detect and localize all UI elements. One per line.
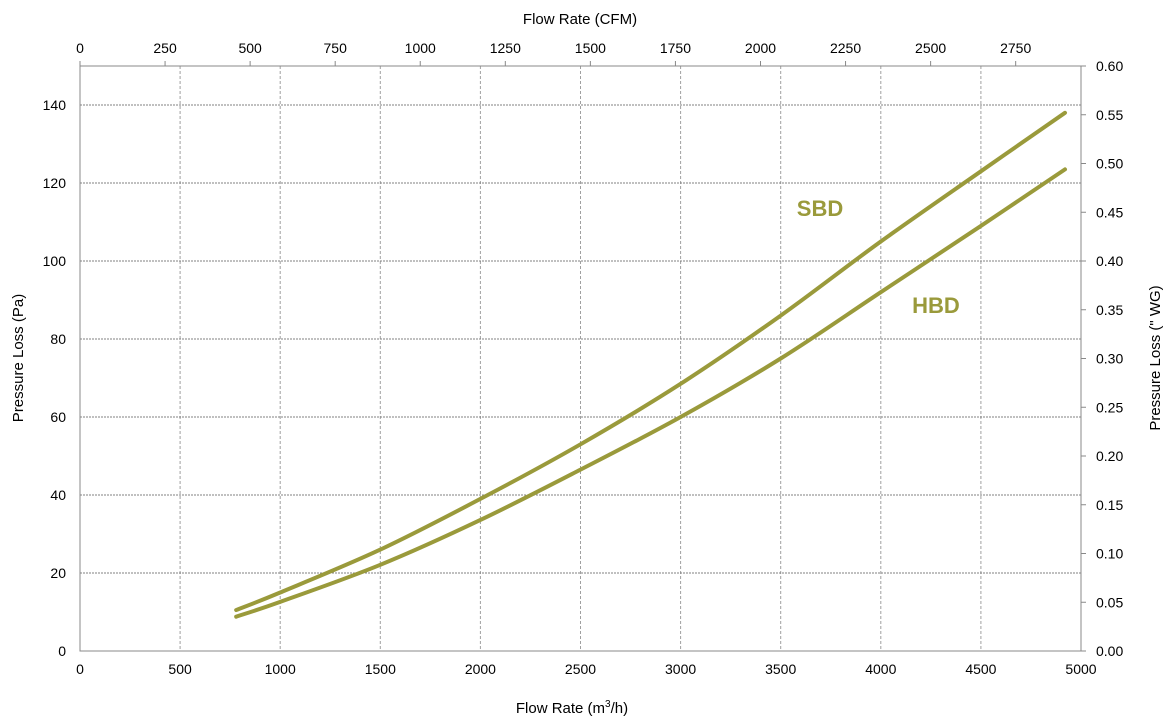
x2-tick-label: 2250 [830,40,861,56]
y2-tick-label: 0.00 [1096,643,1123,659]
x-axis-title-bottom: Flow Rate (m3/h) [516,699,628,717]
series: SBD HBD [234,110,1067,619]
y2-tick-label: 0.10 [1096,546,1123,562]
y2-tick-label: 0.55 [1096,107,1123,123]
x-tick-label: 4000 [865,661,896,677]
x-tick-label: 2500 [565,661,596,677]
y2-tick-label: 0.15 [1096,497,1123,513]
x2-tick-label: 250 [153,40,177,56]
y2-tick-label: 0.40 [1096,253,1123,269]
y-tick-label: 40 [50,487,66,503]
x2-tick-label: 1750 [660,40,691,56]
y-axis-title-left: Pressure Loss (Pa) [10,294,27,422]
series-line-hbd [234,167,1067,619]
y-tick-label: 0 [58,643,66,659]
tick-labels: 0 500 1000 1500 2000 2500 3000 3500 4000 4500 5000… [43,40,1124,677]
y-axis-title-right: Pressure Loss (" WG) [1147,285,1164,430]
y-tick-label: 140 [43,97,67,113]
y-tick-label: 80 [50,331,66,347]
y2-tick-label: 0.60 [1096,58,1123,74]
x-axis-title-bottom-tail: /h) [611,700,629,717]
x2-tick-label: 2750 [1000,40,1031,56]
x2-tick-label: 750 [324,40,348,56]
x2-tick-label: 2500 [915,40,946,56]
x2-tick-label: 1250 [490,40,521,56]
y2-tick-label: 0.45 [1096,204,1123,220]
y2-tick-label: 0.50 [1096,156,1123,172]
x-tick-label: 1000 [265,661,296,677]
x2-tick-label: 1500 [575,40,606,56]
x2-tick-label: 500 [238,40,262,56]
x-tick-label: 0 [76,661,84,677]
x-tick-label: 5000 [1065,661,1096,677]
series-label-sbd: SBD [797,196,843,221]
x-tick-label: 500 [168,661,192,677]
x2-tick-label: 2000 [745,40,776,56]
y2-tick-label: 0.05 [1096,594,1123,610]
x-axis-title-bottom-main: Flow Rate (m [516,700,605,717]
x2-tick-label: 1000 [405,40,436,56]
x-tick-label: 2000 [465,661,496,677]
x-axis-title-bottom-superscript: 3 [605,699,611,710]
y-tick-label: 120 [43,175,67,191]
series-label-hbd: HBD [912,293,960,318]
y2-tick-label: 0.20 [1096,448,1123,464]
y2-tick-label: 0.35 [1096,302,1123,318]
x-tick-label: 3000 [665,661,696,677]
y-tick-label: 100 [43,253,67,269]
x-tick-label: 3500 [765,661,796,677]
x-axis-title-top: Flow Rate (CFM) [523,11,637,28]
y2-tick-label: 0.25 [1096,399,1123,415]
y-tick-label: 20 [50,565,66,581]
y-tick-label: 60 [50,409,66,425]
y2-tick-label: 0.30 [1096,351,1123,367]
x2-tick-label: 0 [76,40,84,56]
x-tick-label: 1500 [365,661,396,677]
grid [80,66,1081,651]
series-line-sbd [234,110,1067,613]
x-tick-label: 4500 [965,661,996,677]
